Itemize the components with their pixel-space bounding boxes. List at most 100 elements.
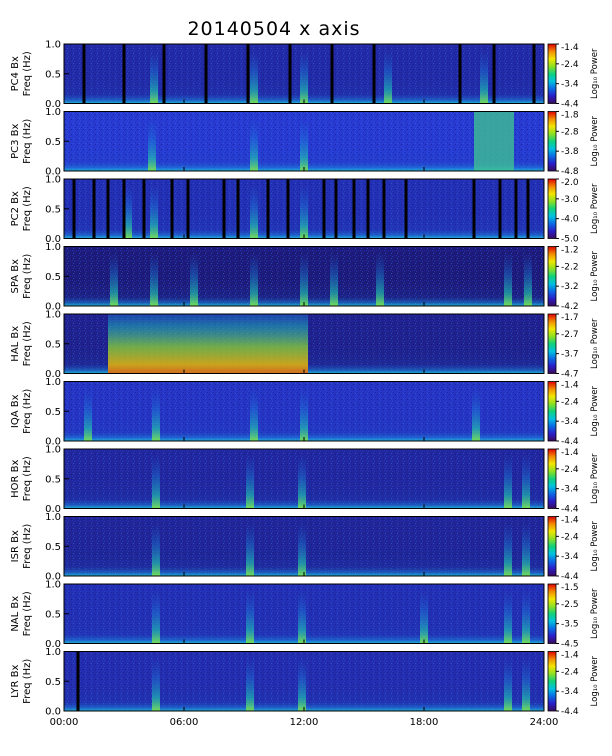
colorbar-tick-label: -1.2	[561, 246, 579, 256]
panel-ylabel-station: PC4 Bx	[10, 56, 21, 91]
colorbar	[547, 178, 557, 239]
x-tick-label: 12:00	[290, 717, 319, 728]
y-tick-label: 1.0	[45, 580, 61, 591]
burst-mark	[84, 387, 92, 441]
y-tick-label: 1.0	[45, 242, 61, 253]
burst-mark	[246, 657, 254, 711]
burst-mark	[246, 522, 254, 576]
colorbar-tick-label: -2.0	[561, 178, 579, 188]
colorbar-tick-label: -2.5	[561, 600, 579, 610]
panel-ylabel-station: ISR Bx	[10, 530, 21, 562]
colorbar	[547, 43, 557, 104]
data-gap-mark	[472, 179, 476, 239]
data-gap-mark	[204, 44, 208, 104]
colorbar-tick-label: -2.4	[561, 60, 579, 70]
data-gap-mark	[186, 179, 190, 239]
y-tick-label: 0.5	[45, 474, 61, 485]
y-tick-label: 0.0	[45, 234, 61, 245]
burst-mark	[250, 387, 258, 441]
colorbar-tick-label: -3.4	[561, 417, 579, 427]
y-tick-label: 0.5	[45, 677, 61, 688]
y-tick-label: 0.0	[45, 572, 61, 583]
y-tick-label: 0.5	[45, 339, 61, 350]
burst-mark	[420, 589, 428, 644]
panel-spa-bx: 0.0 0.5 1.0 SPA Bx Freq (Hz) -1.2 -2.2 -3.2 -4.2…	[10, 242, 600, 313]
colorbar-tick-label: -5.0	[561, 235, 579, 245]
panel-iqa-bx: 0.0 0.5 1.0 IQA Bx Freq (Hz) -1.4 -2.4 -3.4 -4.4…	[10, 377, 600, 448]
colorbar-tick-label: -4.7	[561, 370, 579, 380]
burst-mark	[300, 117, 308, 171]
data-gap-mark	[526, 179, 530, 239]
colorbar-tick-label: -4.4	[561, 505, 579, 515]
data-gap-mark	[330, 44, 334, 104]
y-tick-label: 1.0	[45, 175, 61, 186]
colorbar-tick-label: -4.2	[561, 302, 579, 312]
colorbar-tick-label: -2.7	[561, 330, 579, 340]
burst-mark	[152, 387, 160, 441]
data-gap-mark	[382, 179, 386, 239]
colorbar	[547, 448, 557, 509]
panel-ylabel-freq: Freq (Hz)	[22, 186, 33, 231]
y-tick-label: 1.0	[45, 647, 61, 658]
colorbar-tick-label: -1.4	[561, 43, 579, 53]
y-tick-label: 0.5	[45, 137, 61, 148]
data-gap-mark	[322, 179, 326, 239]
panel-ylabel-station: IQA Bx	[10, 394, 21, 428]
data-gap-mark	[92, 179, 96, 239]
burst-mark	[504, 657, 512, 711]
data-gap-mark	[532, 44, 536, 104]
burst-mark	[250, 184, 258, 239]
burst-mark	[472, 387, 480, 441]
colorbar-tick-label: -4.4	[561, 100, 579, 110]
data-gap-mark	[76, 651, 80, 711]
burst-mark	[246, 589, 254, 644]
colorbar-tick-label: -1.4	[561, 651, 579, 661]
y-tick-label: 0.0	[45, 99, 61, 110]
data-gap-mark	[122, 44, 126, 104]
y-tick-label: 1.0	[45, 512, 61, 523]
burst-mark	[152, 522, 160, 576]
y-tick-label: 1.0	[45, 445, 61, 456]
data-gap-mark	[162, 44, 166, 104]
panel-lyr-bx: 0.0 0.5 1.0 LYR Bx Freq (Hz) -1.4 -2.4 -3.4 -4.4…	[10, 647, 600, 718]
burst-mark	[150, 49, 158, 104]
colorbar-tick-label: -3.7	[561, 350, 579, 360]
data-gap-mark	[266, 179, 270, 239]
colorbar-label: Log₁₀ Power	[590, 48, 600, 99]
burst-mark	[298, 522, 306, 576]
burst-mark	[504, 522, 512, 576]
data-gap-mark	[142, 179, 146, 239]
x-tick-label: 24:00	[530, 717, 559, 728]
colorbar-tick-label: -2.8	[561, 127, 579, 137]
panel-nal-bx: 0.0 0.5 1.0 NAL Bx Freq (Hz) -1.5 -2.5 -3.5 -4.5…	[10, 580, 600, 651]
burst-mark	[300, 387, 308, 441]
colorbar-tick-label: -3.0	[561, 195, 579, 205]
burst-mark	[150, 184, 158, 239]
colorbar-tick-label: -4.5	[561, 640, 579, 650]
burst-mark	[300, 184, 308, 239]
burst-mark	[376, 252, 384, 306]
x-tick-label: 18:00	[410, 717, 439, 728]
y-tick-label: 0.0	[45, 437, 61, 448]
y-tick-label: 0.5	[45, 272, 61, 283]
data-gap-mark	[170, 179, 174, 239]
y-tick-label: 0.0	[45, 369, 61, 380]
colorbar-tick-label: -4.4	[561, 707, 579, 717]
chart-title: 20140504 x axis	[187, 18, 361, 40]
y-tick-label: 0.5	[45, 609, 61, 620]
data-gap-mark	[122, 179, 126, 239]
colorbar-tick-label: -2.4	[561, 532, 579, 542]
burst-mark	[504, 252, 512, 306]
colorbar-label: Log₁₀ Power	[590, 116, 600, 167]
data-gap-mark	[288, 44, 292, 104]
data-gap-mark	[246, 44, 250, 104]
y-tick-label: 0.5	[45, 69, 61, 80]
y-tick-label: 0.5	[45, 204, 61, 215]
data-gap-mark	[514, 179, 518, 239]
panel-ylabel-station: NAL Bx	[10, 596, 21, 632]
panel-pc3-bx: 0.0 0.5 1.0 PC3 Bx Freq (Hz) -1.8 -2.8 -3.8 -4.8…	[10, 107, 600, 178]
data-gap-mark	[366, 179, 370, 239]
panel-ylabel-freq: Freq (Hz)	[22, 254, 33, 299]
colorbar	[547, 313, 557, 374]
